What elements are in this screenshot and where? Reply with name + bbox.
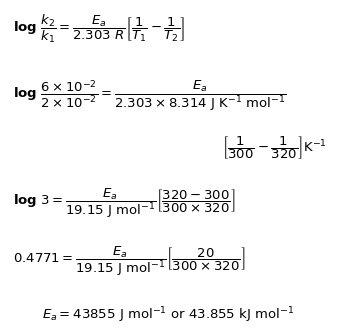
Text: $\mathbf{log}\ \dfrac{6 \times 10^{-2}}{2 \times 10^{-2}} = \dfrac{E_a}{2.303 \t: $\mathbf{log}\ \dfrac{6 \times 10^{-2}}{… [13, 78, 287, 113]
Text: $0.4771 = \dfrac{E_a}{19.15\ \mathrm{J\ mol^{-1}}}\left[\dfrac{20}{300 \times 32: $0.4771 = \dfrac{E_a}{19.15\ \mathrm{J\ … [13, 245, 246, 278]
Text: $\mathbf{log}\ \dfrac{\mathit{k}_2}{\mathit{k}_1} = \dfrac{E_a}{2.303\ R}\left[\: $\mathbf{log}\ \dfrac{\mathit{k}_2}{\mat… [13, 13, 185, 45]
Text: $E_a = 43855\ \mathrm{J\ mol^{-1}}\ \mathrm{or}\ 43.855\ \mathrm{kJ\ mol^{-1}}$: $E_a = 43855\ \mathrm{J\ mol^{-1}}\ \mat… [42, 305, 295, 324]
Text: $\mathbf{log}\ 3 = \dfrac{E_a}{19.15\ \mathrm{J\ mol^{-1}}}\left[\dfrac{320 - 30: $\mathbf{log}\ 3 = \dfrac{E_a}{19.15\ \m… [13, 186, 236, 219]
Text: $\left[\dfrac{1}{300} - \dfrac{1}{320}\right]\mathrm{K^{-1}}$: $\left[\dfrac{1}{300} - \dfrac{1}{320}\r… [222, 134, 327, 161]
